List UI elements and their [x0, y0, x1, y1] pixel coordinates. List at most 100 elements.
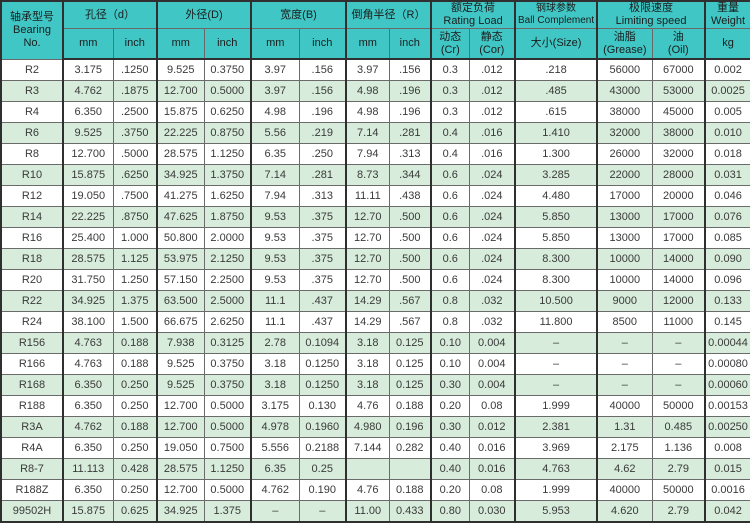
value-cell: 8.73 — [345, 164, 390, 187]
value-cell: 6.350 — [62, 479, 114, 502]
value-cell: – — [514, 374, 598, 397]
header-group-limiting-speed: 极限速度 Limiting speed — [596, 0, 706, 30]
value-cell: 2.381 — [514, 416, 598, 439]
value-cell: 0.3 — [430, 58, 470, 82]
value-cell: 11.1 — [250, 290, 300, 313]
value-cell: .196 — [298, 101, 347, 124]
value-cell: 1.500 — [112, 311, 158, 334]
bearing-no-cell: R4 — [0, 101, 64, 124]
value-cell: 13000 — [596, 206, 653, 229]
value-cell: 11.1 — [250, 311, 300, 334]
header-radius-mm: mm — [345, 28, 390, 61]
header-bore-inch: inch — [112, 28, 158, 61]
value-cell: 0.008 — [704, 437, 750, 460]
value-cell: .375 — [298, 248, 347, 271]
value-cell: 1.31 — [596, 416, 653, 439]
value-cell: 3.18 — [345, 353, 390, 376]
value-cell — [345, 458, 390, 481]
value-cell: 0.005 — [704, 101, 750, 124]
value-cell: .375 — [298, 206, 347, 229]
value-cell: .032 — [468, 290, 516, 313]
value-cell: 3.18 — [250, 374, 300, 397]
value-cell — [388, 458, 432, 481]
value-cell: 12.700 — [156, 479, 205, 502]
value-cell: 0.018 — [704, 143, 750, 166]
value-cell: .024 — [468, 227, 516, 250]
value-cell: 12000 — [651, 290, 706, 313]
value-cell: 31.750 — [62, 269, 114, 292]
value-cell: 1.6250 — [203, 185, 252, 208]
value-cell: 11.113 — [62, 458, 114, 481]
value-cell: 3.18 — [345, 374, 390, 397]
value-cell: 0.004 — [468, 374, 516, 397]
value-cell: 12.70 — [345, 269, 390, 292]
value-cell: 0.046 — [704, 185, 750, 208]
value-cell: 0.20 — [430, 395, 470, 418]
value-cell: 10.500 — [514, 290, 598, 313]
value-cell: .012 — [468, 58, 516, 82]
table-row: R14 22.225.8750 47.625 1.8750 9.53.375 12.70.… — [0, 206, 750, 229]
value-cell: 9000 — [596, 290, 653, 313]
value-cell: .156 — [298, 58, 347, 82]
value-cell: 0.6 — [430, 185, 470, 208]
bearing-no-cell: R2 — [0, 58, 64, 82]
bearing-no-cell: R24 — [0, 311, 64, 334]
value-cell: 17000 — [651, 206, 706, 229]
table-row: R188Z 6.350 0.250 12.700 0.5000 4.762 0.190 4.7… — [0, 479, 750, 502]
value-cell: 0.1094 — [298, 332, 347, 355]
value-cell: 0.3750 — [203, 58, 252, 82]
value-cell: 2.78 — [250, 332, 300, 355]
value-cell: 40000 — [596, 479, 653, 502]
value-cell: 0.125 — [388, 353, 432, 376]
value-cell: 53000 — [651, 80, 706, 103]
header-group-ball-complement: 钢球参数 Ball Complement — [514, 0, 598, 30]
value-cell: .016 — [468, 122, 516, 145]
value-cell: .1875 — [112, 80, 158, 103]
bearing-no-cell: R188Z — [0, 479, 64, 502]
header-row-groups: 轴承型号 Bearing No. 孔径（d） 外径(D) 宽度(B) 倒角半径（… — [0, 0, 750, 60]
value-cell: .024 — [468, 206, 516, 229]
value-cell: – — [298, 500, 347, 523]
bearing-no-cell: R8-7 — [0, 458, 64, 481]
value-cell: 0.0025 — [704, 80, 750, 103]
value-cell: 2.2500 — [203, 269, 252, 292]
value-cell: 0.6 — [430, 227, 470, 250]
value-cell: 0.00060 — [704, 374, 750, 397]
value-cell: 43000 — [596, 80, 653, 103]
value-cell: .313 — [298, 185, 347, 208]
value-cell: 22.225 — [156, 122, 205, 145]
value-cell: 2.79 — [651, 458, 706, 481]
value-cell: 56000 — [596, 58, 653, 82]
value-cell: .196 — [388, 80, 432, 103]
header-bore-mm: mm — [62, 28, 114, 61]
table-row: R168 6.350 0.250 9.525 0.3750 3.18 0.1250 3.18 0… — [0, 374, 750, 397]
value-cell: 17000 — [596, 185, 653, 208]
value-cell: 11.00 — [345, 500, 390, 523]
bearing-no-cell: R22 — [0, 290, 64, 313]
value-cell: 7.938 — [156, 332, 205, 355]
value-cell: 0.00044 — [704, 332, 750, 355]
value-cell: 0.00080 — [704, 353, 750, 376]
table-row: R6 9.525.3750 22.225 0.8750 5.56.219 7.14.281… — [0, 122, 750, 145]
value-cell: 0.20 — [430, 479, 470, 502]
bearing-no-cell: R10 — [0, 164, 64, 187]
value-cell: 6.350 — [62, 374, 114, 397]
bearing-no-cell: R20 — [0, 269, 64, 292]
value-cell: – — [596, 332, 653, 355]
value-cell: 8.300 — [514, 248, 598, 271]
table-row: R20 31.750 1.250 57.150 2.2500 9.53.375 12.70.… — [0, 269, 750, 292]
value-cell: 10000 — [596, 248, 653, 271]
value-cell: 0.5000 — [203, 416, 252, 439]
header-ball-size: 大小(Size) — [514, 28, 598, 61]
value-cell: 12.70 — [345, 248, 390, 271]
bearing-no-cell: R12 — [0, 185, 64, 208]
value-cell: .016 — [468, 143, 516, 166]
value-cell: 0.125 — [388, 374, 432, 397]
value-cell: 47.625 — [156, 206, 205, 229]
value-cell: – — [651, 374, 706, 397]
value-cell: 13000 — [596, 227, 653, 250]
header-group-width: 宽度(B) — [249, 0, 347, 30]
value-cell: 0.3750 — [203, 374, 252, 397]
value-cell: 0.5000 — [203, 80, 252, 103]
table-row: R16 25.400 1.000 50.800 2.0000 9.53.375 12.70.… — [0, 227, 750, 250]
